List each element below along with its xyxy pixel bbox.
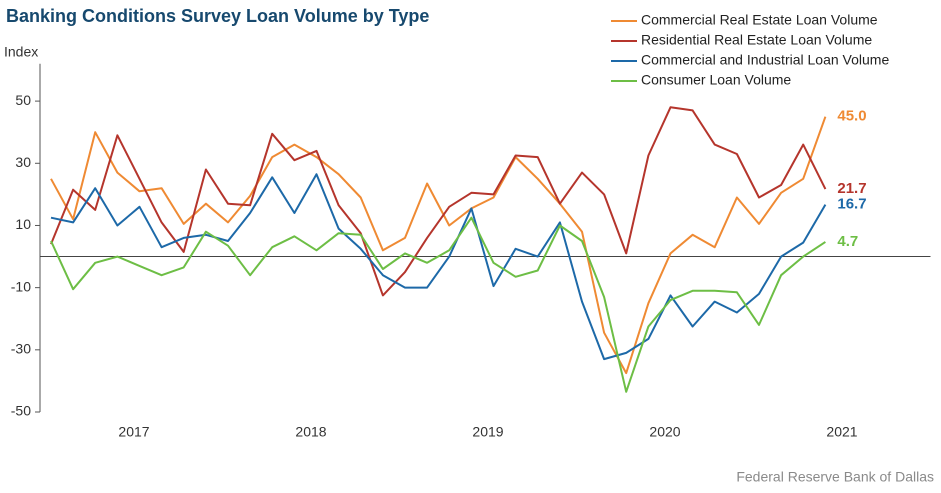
y-tick-label: 30: [15, 154, 31, 170]
x-tick-label: 2017: [118, 424, 149, 440]
legend-label: Commercial Real Estate Loan Volume: [641, 12, 878, 28]
x-tick-label: 2021: [826, 424, 857, 440]
series-line: [50, 116, 827, 375]
series-line: [50, 173, 827, 361]
series-line: [50, 106, 827, 297]
x-tick-label: 2018: [295, 424, 326, 440]
y-tick-label: -30: [11, 341, 31, 357]
end-label: 4.7: [837, 233, 858, 250]
x-tick-label: 2019: [472, 424, 503, 440]
end-label: 45.0: [837, 108, 866, 125]
legend-label: Residential Real Estate Loan Volume: [641, 32, 872, 48]
y-axis-label: Index: [4, 44, 38, 60]
source: Federal Reserve Bank of Dallas: [736, 469, 934, 485]
y-tick-label: 10: [15, 216, 31, 232]
x-tick-label: 2020: [649, 424, 680, 440]
chart-title: Banking Conditions Survey Loan Volume by…: [6, 6, 429, 26]
end-label: 16.7: [837, 196, 866, 213]
y-tick-label: -10: [11, 278, 31, 294]
end-label: 21.7: [837, 180, 866, 197]
y-tick-label: -50: [11, 403, 31, 419]
legend-label: Consumer Loan Volume: [641, 72, 791, 88]
y-tick-label: 50: [15, 92, 31, 108]
legend-label: Commercial and Industrial Loan Volume: [641, 52, 889, 68]
series-line: [50, 216, 826, 393]
